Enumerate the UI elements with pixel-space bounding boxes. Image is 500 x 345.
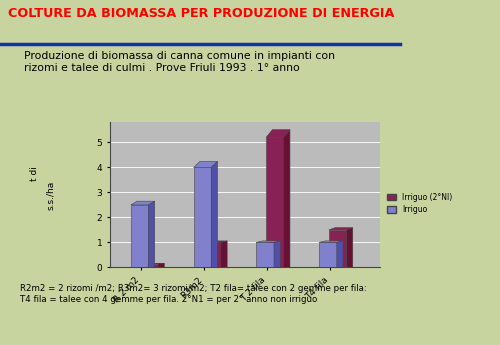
Text: Produzione di biomassa di canna comune in impianti con
rizomi e talee di culmi .: Produzione di biomassa di canna comune i…: [24, 51, 336, 73]
Polygon shape: [221, 241, 227, 267]
Legend: Irriguo (2°NI), Irriguo: Irriguo (2°NI), Irriguo: [384, 190, 456, 217]
Bar: [329, 230, 346, 267]
Bar: [256, 243, 274, 267]
Bar: [319, 243, 337, 267]
Polygon shape: [194, 161, 218, 167]
Polygon shape: [274, 241, 280, 267]
Polygon shape: [131, 201, 154, 205]
Polygon shape: [346, 228, 352, 267]
Polygon shape: [204, 241, 227, 243]
Text: t di: t di: [30, 166, 39, 181]
Polygon shape: [256, 241, 280, 243]
Polygon shape: [211, 161, 218, 267]
Bar: [194, 167, 211, 267]
Polygon shape: [148, 201, 154, 267]
Polygon shape: [266, 130, 290, 137]
Polygon shape: [329, 228, 352, 230]
Polygon shape: [284, 130, 290, 267]
Text: COLTURE DA BIOMASSA PER PRODUZIONE DI ENERGIA: COLTURE DA BIOMASSA PER PRODUZIONE DI EN…: [8, 7, 394, 20]
Polygon shape: [158, 263, 164, 267]
Bar: [204, 243, 221, 267]
Text: R2m2 = 2 rizomi /m2; R3m2= 3 rizomi/m2; T2 fila= talee con 2 gemme per fila:
T4 : R2m2 = 2 rizomi /m2; R3m2= 3 rizomi/m2; …: [20, 284, 366, 304]
Text: s.s./ha: s.s./ha: [46, 180, 55, 209]
Bar: [140, 264, 158, 267]
Polygon shape: [337, 241, 343, 267]
Bar: [266, 137, 283, 267]
Bar: [131, 205, 148, 267]
Polygon shape: [319, 241, 343, 243]
